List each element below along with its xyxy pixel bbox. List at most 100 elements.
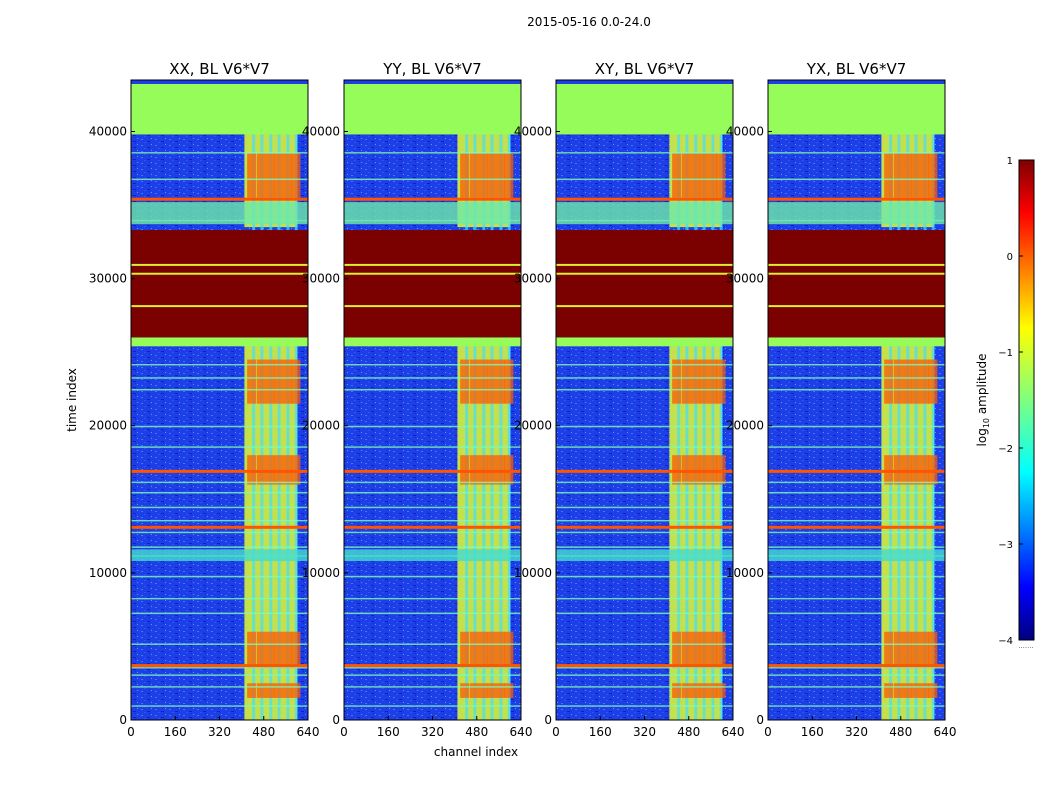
time-line — [556, 531, 733, 534]
rfi-patch — [283, 359, 293, 404]
rfi-patch — [256, 631, 266, 669]
time-line — [768, 531, 945, 534]
time-line — [131, 481, 308, 484]
saturated-line — [556, 272, 733, 275]
saturated-band — [556, 230, 733, 338]
time-line — [344, 519, 521, 522]
saturated-line — [556, 263, 733, 266]
flag-line — [768, 525, 945, 529]
time-line — [344, 612, 521, 615]
rfi-patch — [283, 683, 293, 698]
teal-band — [556, 202, 733, 225]
time-line — [768, 546, 945, 548]
time-line — [768, 643, 945, 645]
x-tick-label: 480 — [252, 725, 275, 739]
rfi-patch — [291, 683, 301, 698]
rfi-patch — [504, 153, 514, 198]
colorbar-label: log10 amplitude — [975, 354, 991, 447]
time-line — [556, 674, 733, 676]
rfi-patch — [708, 359, 718, 404]
rfi-patch — [247, 631, 257, 669]
rfi-patch — [928, 359, 938, 404]
rfi-patch — [291, 631, 301, 669]
rfi-patch — [265, 631, 275, 669]
time-line — [344, 152, 521, 154]
rfi-patch — [469, 359, 479, 404]
saturated-line — [768, 272, 945, 275]
time-line — [344, 481, 521, 484]
rfi-patch — [716, 359, 726, 404]
rfi-patch — [708, 683, 718, 698]
rfi-patch — [283, 631, 293, 669]
saturated-line — [131, 263, 308, 266]
x-tick-label: 320 — [845, 725, 868, 739]
y-tick-label: 30000 — [89, 272, 127, 286]
flagged-band-top — [344, 82, 521, 135]
colorbar: 1 0 −1 −2 −3 −4 log10 amplitude ....... — [975, 156, 1035, 650]
flag-line — [556, 197, 733, 201]
x-tick-label: 0 — [764, 725, 772, 739]
rfi-patch — [504, 631, 514, 669]
flag-line — [131, 664, 308, 668]
rfi-patch — [672, 153, 682, 198]
time-line — [131, 446, 308, 448]
time-line — [768, 178, 945, 181]
time-line — [344, 531, 521, 534]
rfi-patch — [699, 359, 709, 404]
flag-line — [344, 525, 521, 529]
rfi-patch — [291, 359, 301, 404]
flagged-band — [768, 337, 945, 347]
rfi-patch — [274, 359, 284, 404]
time-line — [768, 388, 945, 391]
panel-title: YX, BL V6*V7 — [806, 60, 907, 78]
y-tick-label: 40000 — [89, 124, 127, 138]
teal-band — [768, 549, 945, 562]
y-tick-label: 30000 — [302, 272, 340, 286]
time-line — [556, 377, 733, 379]
x-tick-label: 640 — [722, 725, 745, 739]
y-tick-label: 40000 — [514, 124, 552, 138]
time-line — [344, 363, 521, 366]
time-line — [344, 388, 521, 391]
y-tick-label: 30000 — [514, 272, 552, 286]
time-line — [556, 481, 733, 484]
time-line — [131, 674, 308, 676]
rfi-patch — [893, 153, 903, 198]
saturated-line — [344, 272, 521, 275]
colorbar-gradient — [1018, 159, 1035, 641]
time-line — [556, 425, 733, 428]
y-tick-label: 20000 — [302, 419, 340, 433]
rfi-patch — [708, 631, 718, 669]
saturated-line — [344, 263, 521, 266]
saturated-line — [768, 263, 945, 266]
time-line — [556, 491, 733, 494]
time-line — [768, 612, 945, 615]
colorbar-tick-label: −1 — [998, 348, 1013, 359]
time-line — [131, 705, 308, 707]
rfi-patch — [699, 153, 709, 198]
rfi-patch — [699, 683, 709, 698]
y-tick-label: 20000 — [514, 419, 552, 433]
rfi-patch — [920, 153, 930, 198]
heatmap-panel-2: YY, BL V6*V7 0 160 320 480 640 0 10000 20000 3000… — [302, 60, 533, 739]
x-tick-label: 640 — [934, 725, 957, 739]
x-tick-label: 160 — [377, 725, 400, 739]
top-edge — [344, 80, 521, 84]
rfi-patch — [283, 153, 293, 198]
x-axis-label: channel index — [434, 745, 518, 759]
flag-line — [556, 664, 733, 668]
saturated-line — [131, 272, 308, 275]
rfi-patch — [928, 631, 938, 669]
time-line — [131, 612, 308, 615]
x-tick-label: 0 — [340, 725, 348, 739]
time-line — [344, 546, 521, 548]
time-line — [768, 363, 945, 366]
rfi-patch — [291, 153, 301, 198]
rfi-patch — [893, 683, 903, 698]
rfi-patch — [681, 359, 691, 404]
y-tick-label: 0 — [332, 713, 340, 727]
time-line — [556, 178, 733, 181]
time-line — [131, 546, 308, 548]
x-tick-label: 0 — [127, 725, 135, 739]
